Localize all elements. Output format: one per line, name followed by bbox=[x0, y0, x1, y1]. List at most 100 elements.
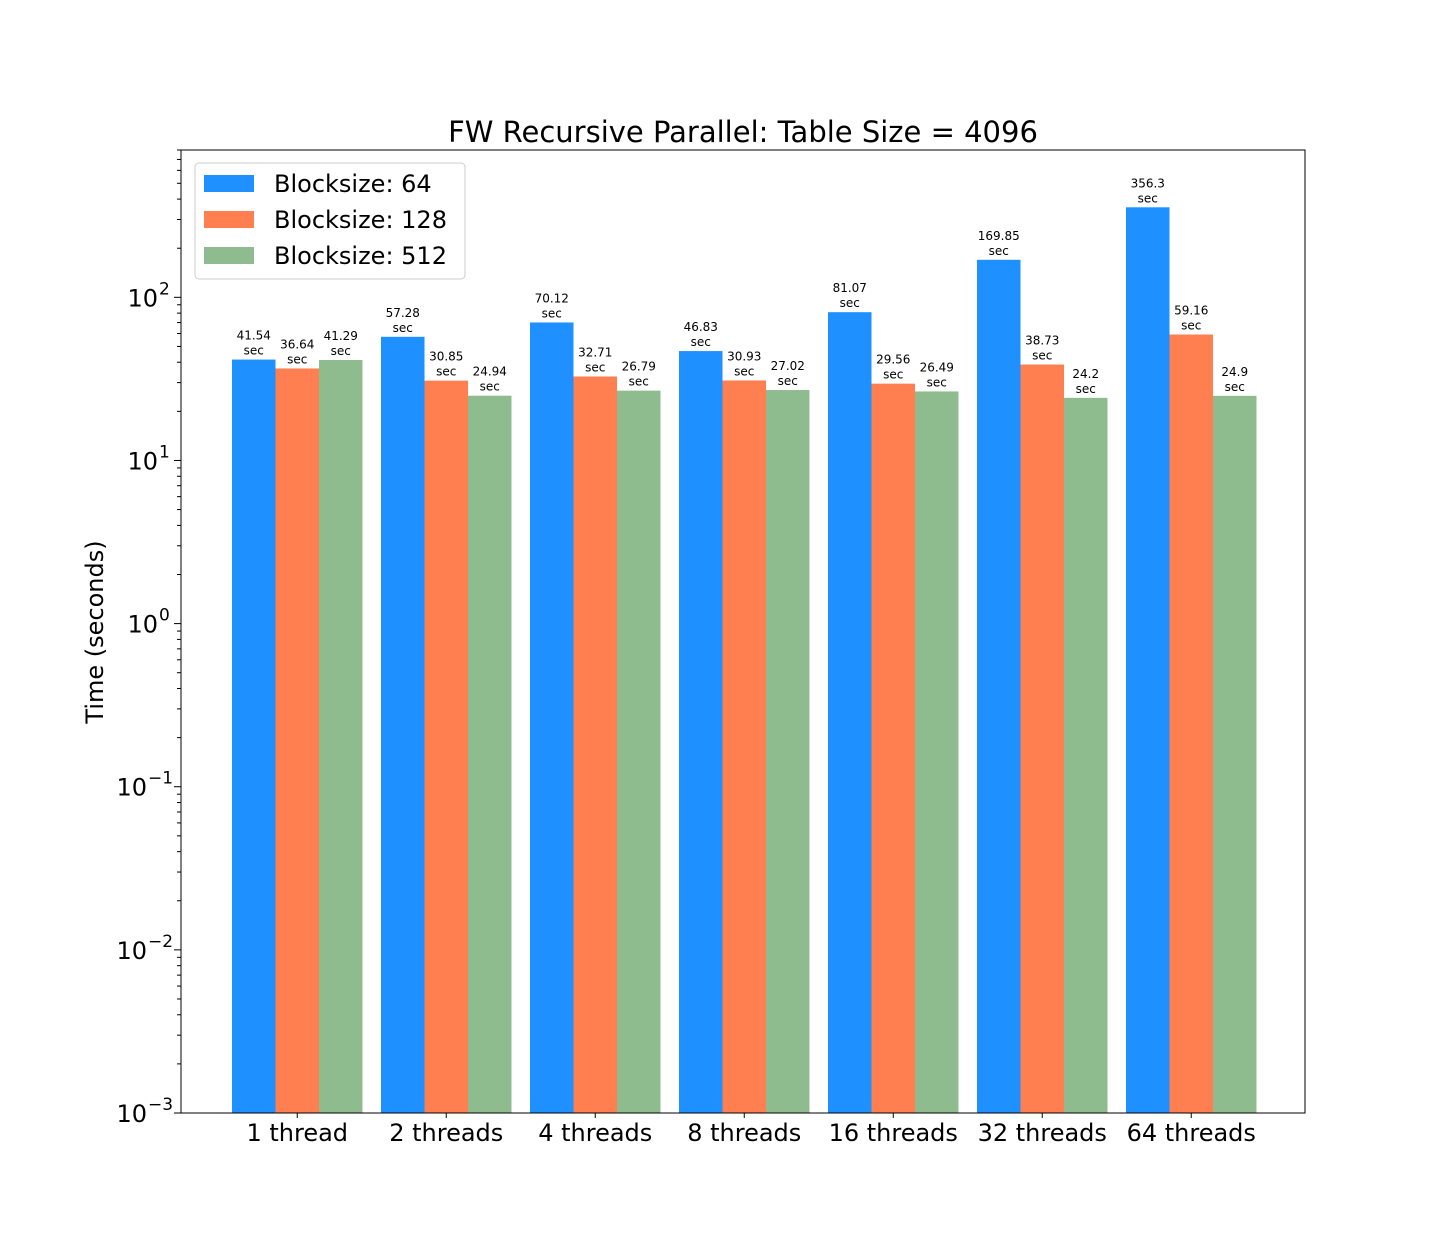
bar-value-label: 41.54 bbox=[237, 329, 271, 343]
bar-value-unit: sec bbox=[1138, 191, 1158, 205]
bar-value-unit: sec bbox=[542, 306, 562, 320]
bar-value-unit: sec bbox=[1032, 349, 1052, 363]
bar-value-label: 59.16 bbox=[1174, 304, 1208, 318]
bar-value-label: 27.02 bbox=[771, 359, 805, 373]
y-tick-label: 10 bbox=[116, 1100, 147, 1128]
bars bbox=[232, 207, 1257, 1114]
bar-value-unit: sec bbox=[691, 335, 711, 349]
y-tick-label: 10 bbox=[116, 937, 147, 965]
bar-value-unit: sec bbox=[1225, 380, 1245, 394]
bar-value-unit: sec bbox=[480, 380, 500, 394]
legend-frame bbox=[194, 162, 466, 280]
bar bbox=[275, 368, 319, 1113]
bar bbox=[468, 395, 512, 1113]
x-tick-label: 4 threads bbox=[538, 1119, 652, 1147]
y-tick-label: 10 bbox=[127, 284, 158, 312]
x-tick-label: 16 threads bbox=[829, 1119, 958, 1147]
bar bbox=[915, 391, 959, 1114]
bar-value-unit: sec bbox=[629, 375, 649, 389]
y-tick-exponent: 2 bbox=[159, 279, 170, 299]
bar bbox=[573, 376, 617, 1113]
bar-value-unit: sec bbox=[393, 321, 413, 335]
bar-value-unit: sec bbox=[734, 364, 754, 378]
legend: Blocksize: 64 Blocksize: 128 Blocksize: 51… bbox=[194, 162, 466, 280]
bar bbox=[1213, 395, 1257, 1114]
y-tick-exponent: −2 bbox=[148, 932, 173, 952]
bar-value-label: 26.49 bbox=[920, 360, 954, 374]
bar-value-label: 36.64 bbox=[280, 337, 314, 351]
bar-value-unit: sec bbox=[1076, 382, 1096, 396]
legend-label: Blocksize: 64 bbox=[274, 170, 432, 198]
bar bbox=[1064, 397, 1108, 1114]
bar bbox=[871, 383, 915, 1113]
bar-value-label: 169.85 bbox=[978, 229, 1020, 243]
bar-value-unit: sec bbox=[883, 368, 903, 382]
x-tick-label: 32 threads bbox=[978, 1119, 1107, 1147]
x-tick-label: 2 threads bbox=[389, 1119, 503, 1147]
legend-label: Blocksize: 512 bbox=[274, 242, 447, 270]
bar-value-label: 24.9 bbox=[1221, 365, 1248, 379]
bar-value-label: 24.2 bbox=[1072, 367, 1099, 381]
bar-value-unit: sec bbox=[778, 374, 798, 388]
chart-title: FW Recursive Parallel: Table Size = 4096 bbox=[448, 115, 1038, 149]
bar bbox=[828, 312, 872, 1113]
y-tick-label: 10 bbox=[127, 447, 158, 475]
y-tick-label: 10 bbox=[127, 611, 158, 639]
bar bbox=[722, 380, 766, 1114]
bar bbox=[1169, 334, 1213, 1114]
bar-value-unit: sec bbox=[331, 344, 351, 358]
x-axis-ticks: 1 thread 2 threads 4 threads 8 threads 16 th… bbox=[246, 1113, 1256, 1147]
bar-value-label: 30.85 bbox=[429, 350, 463, 364]
bar-value-label: 30.93 bbox=[727, 349, 761, 363]
bar bbox=[232, 359, 276, 1114]
x-tick-label: 64 threads bbox=[1127, 1119, 1256, 1147]
bar-value-unit: sec bbox=[436, 365, 456, 379]
plot-area bbox=[180, 149, 1306, 1114]
bar-value-label: 32.71 bbox=[578, 345, 612, 359]
legend-swatch bbox=[204, 211, 254, 228]
bar bbox=[424, 380, 468, 1113]
bar-value-unit: sec bbox=[927, 375, 947, 389]
bar-value-label: 29.56 bbox=[876, 353, 910, 367]
y-axis-label: Time (seconds) bbox=[81, 540, 109, 724]
bar-value-unit: sec bbox=[585, 360, 605, 374]
bar-value-label: 26.79 bbox=[622, 360, 656, 374]
bar-value-label: 24.94 bbox=[473, 365, 507, 379]
bar-value-label: 46.83 bbox=[684, 320, 718, 334]
bar bbox=[977, 259, 1021, 1113]
bar-value-unit: sec bbox=[989, 244, 1009, 258]
y-tick-exponent: −3 bbox=[148, 1095, 173, 1115]
bar-value-unit: sec bbox=[840, 296, 860, 310]
bar-value-label: 57.28 bbox=[386, 306, 420, 320]
bar bbox=[617, 390, 661, 1114]
bar-value-label: 356.3 bbox=[1131, 176, 1165, 190]
bar bbox=[1126, 207, 1170, 1114]
y-tick-exponent: 1 bbox=[159, 442, 170, 462]
bar bbox=[381, 336, 425, 1113]
y-minor-ticks bbox=[177, 149, 181, 1065]
y-tick-exponent: 0 bbox=[159, 606, 170, 626]
bar-value-label: 41.29 bbox=[324, 329, 358, 343]
bar-value-label: 70.12 bbox=[535, 291, 569, 305]
legend-swatch bbox=[204, 247, 254, 264]
x-tick-label: 1 thread bbox=[246, 1119, 348, 1147]
bar-value-label: 81.07 bbox=[833, 281, 867, 295]
bar bbox=[766, 390, 810, 1113]
bar-value-label: 38.73 bbox=[1025, 334, 1059, 348]
legend-swatch bbox=[204, 175, 254, 192]
bar bbox=[679, 351, 723, 1114]
bar-value-unit: sec bbox=[1181, 319, 1201, 333]
bar-value-unit: sec bbox=[244, 344, 264, 358]
y-tick-exponent: −1 bbox=[148, 769, 173, 789]
bar bbox=[530, 322, 574, 1113]
bar-value-unit: sec bbox=[287, 352, 307, 366]
x-tick-label: 8 threads bbox=[687, 1119, 801, 1147]
bar bbox=[319, 359, 363, 1113]
legend-label: Blocksize: 128 bbox=[274, 206, 447, 234]
bar bbox=[1020, 364, 1064, 1114]
y-tick-label: 10 bbox=[116, 774, 147, 802]
